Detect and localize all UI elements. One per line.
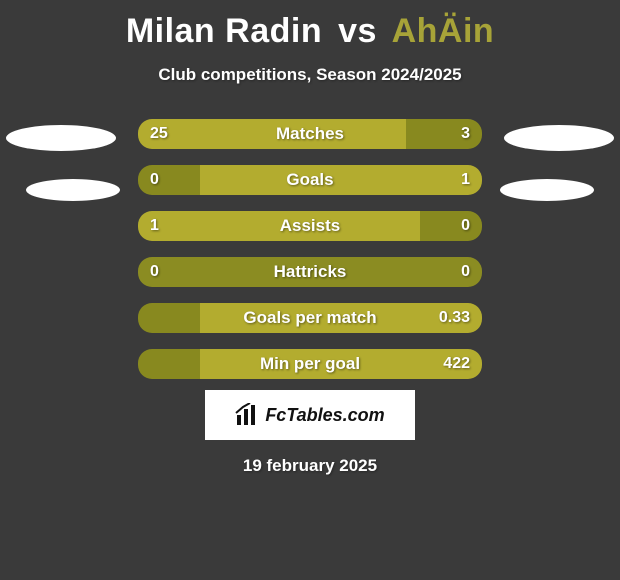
stat-value-left: 1 [150,211,159,241]
brand-badge: FcTables.com [205,390,415,440]
stat-bars: Matches253Goals01Assists10Hattricks00Goa… [138,119,482,395]
stat-bar-right [200,349,482,379]
stat-value-left: 0 [150,165,159,195]
title-vs: vs [338,12,377,50]
chart-bars-icon [235,403,259,427]
brand-text: FcTables.com [265,405,384,426]
stat-bar-left [138,257,310,287]
stat-value-left: 0 [150,257,159,287]
player1-photo-placeholder [6,125,116,151]
stat-bar-left [138,349,200,379]
stat-value-right: 0.33 [439,303,470,333]
stat-value-right: 0 [461,211,470,241]
stat-bar-right [406,119,482,149]
comparison-title: Milan Radin vs AhÄin [0,0,620,51]
stat-bar-right [420,211,482,241]
player2-photo-placeholder [504,125,614,151]
stat-bar-left [138,165,200,195]
player1-club-placeholder [26,179,120,201]
stat-bar-right [310,257,482,287]
stat-value-right: 422 [443,349,470,379]
stat-value-right: 0 [461,257,470,287]
stat-value-right: 1 [461,165,470,195]
stat-value-left: 25 [150,119,168,149]
stat-bar-left [138,303,200,333]
player2-club-placeholder [500,179,594,201]
stat-bar-right [200,165,482,195]
stat-row: Goals01 [138,165,482,195]
stat-bar-left [138,119,406,149]
stat-value-right: 3 [461,119,470,149]
stat-row: Hattricks00 [138,257,482,287]
player2-name: AhÄin [392,12,495,50]
subtitle: Club competitions, Season 2024/2025 [0,65,620,85]
stat-row: Matches253 [138,119,482,149]
stat-row: Goals per match0.33 [138,303,482,333]
stat-row: Min per goal422 [138,349,482,379]
snapshot-date: 19 february 2025 [0,456,620,476]
player1-name: Milan Radin [126,12,322,50]
stat-row: Assists10 [138,211,482,241]
stat-bar-left [138,211,420,241]
